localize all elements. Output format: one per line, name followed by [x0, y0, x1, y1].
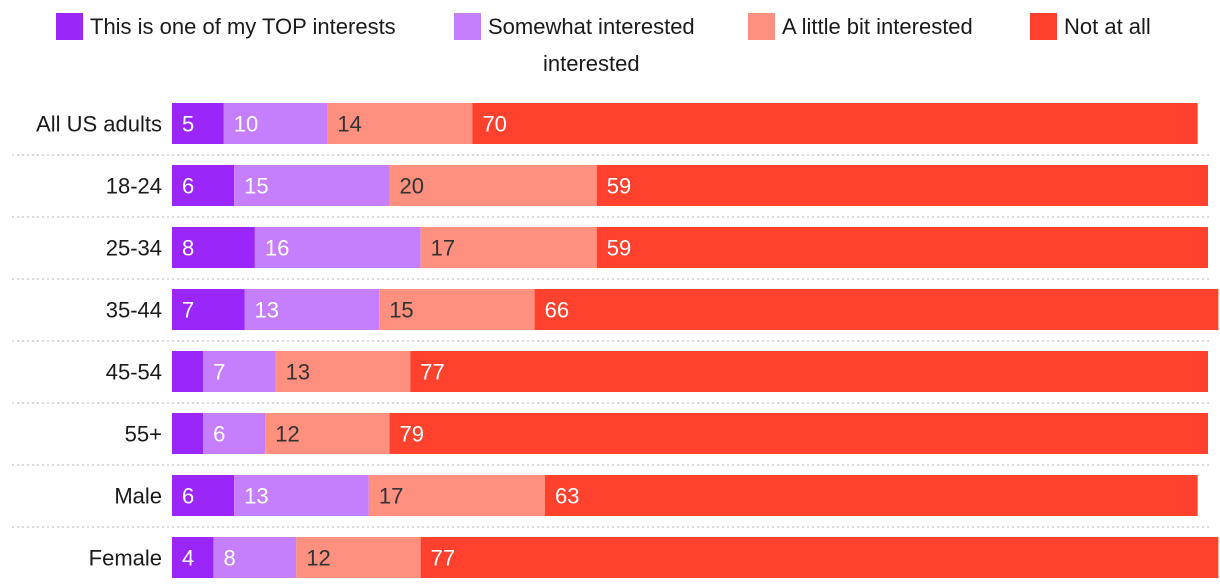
bar-segment-male-s0	[172, 475, 235, 516]
legend-swatch-not-at-all	[1030, 13, 1057, 40]
data-label-all-us-adults-s1: 10	[234, 112, 258, 137]
data-label-25-34-s2: 17	[431, 236, 455, 261]
bar-segment-all-us-adults-s0	[172, 103, 224, 144]
data-label-male-s3: 63	[555, 484, 579, 509]
data-label-35-44-s2: 15	[389, 298, 413, 323]
category-label-45-54: 45-54	[106, 360, 162, 385]
category-label-55: 55+	[125, 422, 162, 447]
data-label-35-44-s3: 66	[545, 298, 569, 323]
bar-segment-45-54-s1	[203, 351, 276, 392]
data-label-55-s1: 6	[213, 422, 225, 447]
bar-segment-55-s1	[203, 413, 266, 454]
bar-segment-female-s3	[420, 537, 1219, 578]
bar-segment-male-s1	[234, 475, 369, 516]
bar-segment-male-s3	[544, 475, 1198, 516]
legend-label-not-at-all-line2: interested	[543, 51, 640, 76]
legend-swatch-top-interest	[56, 13, 83, 40]
bar-segment-55-s2	[265, 413, 390, 454]
data-label-female-s0: 4	[182, 546, 194, 571]
bar-segment-25-34-s3	[596, 227, 1208, 268]
bar-segment-18-24-s0	[172, 165, 235, 206]
data-label-all-us-adults-s0: 5	[182, 112, 194, 137]
bar-segment-all-us-adults-s1	[223, 103, 328, 144]
bar-segment-female-s0	[172, 537, 214, 578]
bar-segment-35-44-s1	[244, 289, 380, 330]
category-label-35-44: 35-44	[106, 298, 162, 323]
legend-label-top-interest: This is one of my TOP interests	[90, 14, 396, 39]
bar-segment-18-24-s1	[234, 165, 390, 206]
bar-segment-male-s2	[368, 475, 545, 516]
category-label-18-24: 18-24	[106, 174, 162, 199]
bar-segment-25-34-s0	[172, 227, 255, 268]
bar-segment-55-s3	[389, 413, 1208, 454]
data-label-55-s2: 12	[275, 422, 299, 447]
bar-segment-45-54-s0	[172, 351, 204, 392]
data-label-female-s3: 77	[431, 546, 455, 571]
category-label-25-34: 25-34	[106, 236, 162, 261]
data-label-25-34-s3: 59	[607, 236, 631, 261]
data-label-25-34-s0: 8	[182, 236, 194, 261]
bar-segment-35-44-s0	[172, 289, 245, 330]
legend-label-not-at-all-line1: Not at all	[1064, 14, 1151, 39]
legend-label-not-at-all: Not at all interested	[543, 14, 1157, 76]
category-label-all-us-adults: All US adults	[36, 112, 162, 137]
data-label-male-s0: 6	[182, 484, 194, 509]
data-label-male-s2: 17	[379, 484, 403, 509]
bar-segment-female-s2	[296, 537, 421, 578]
data-label-45-54-s3: 77	[420, 360, 444, 385]
data-label-all-us-adults-s3: 70	[482, 112, 506, 137]
legend-swatch-little-bit	[748, 13, 775, 40]
bar-segment-55-s0	[172, 413, 204, 454]
data-label-all-us-adults-s2: 14	[337, 112, 361, 137]
bar-segment-25-34-s1	[254, 227, 421, 268]
bar-segment-18-24-s2	[389, 165, 597, 206]
plot-area: All US adults 5 10 14 70 18-24 6 15 20 59 25-34 8 16…	[12, 103, 1219, 578]
bar-segment-25-34-s2	[420, 227, 597, 268]
bar-segment-35-44-s2	[379, 289, 535, 330]
bar-segment-35-44-s3	[534, 289, 1219, 330]
bar-segment-18-24-s3	[596, 165, 1208, 206]
category-label-male: Male	[114, 484, 162, 509]
legend: This is one of my TOP interests Somewhat…	[56, 13, 1157, 76]
data-label-55-s3: 79	[400, 422, 424, 447]
bar-segment-all-us-adults-s3	[472, 103, 1198, 144]
data-label-45-54-s2: 13	[286, 360, 310, 385]
data-label-25-34-s1: 16	[265, 236, 289, 261]
data-label-male-s1: 13	[244, 484, 268, 509]
bar-segment-female-s1	[213, 537, 297, 578]
data-label-35-44-s1: 13	[255, 298, 279, 323]
legend-swatch-somewhat	[454, 13, 481, 40]
data-label-45-54-s1: 7	[213, 360, 225, 385]
legend-label-somewhat: Somewhat interested	[488, 14, 695, 39]
bar-segment-45-54-s3	[410, 351, 1208, 392]
bar-segment-all-us-adults-s2	[327, 103, 473, 144]
data-label-18-24-s2: 20	[400, 174, 424, 199]
category-label-female: Female	[89, 546, 162, 571]
data-label-18-24-s0: 6	[182, 174, 194, 199]
legend-label-little-bit: A little bit interested	[782, 14, 973, 39]
data-label-18-24-s3: 59	[607, 174, 631, 199]
bar-segment-45-54-s2	[275, 351, 411, 392]
data-label-18-24-s1: 15	[244, 174, 268, 199]
data-label-35-44-s0: 7	[182, 298, 194, 323]
data-label-female-s1: 8	[223, 546, 235, 571]
data-label-female-s2: 12	[306, 546, 330, 571]
